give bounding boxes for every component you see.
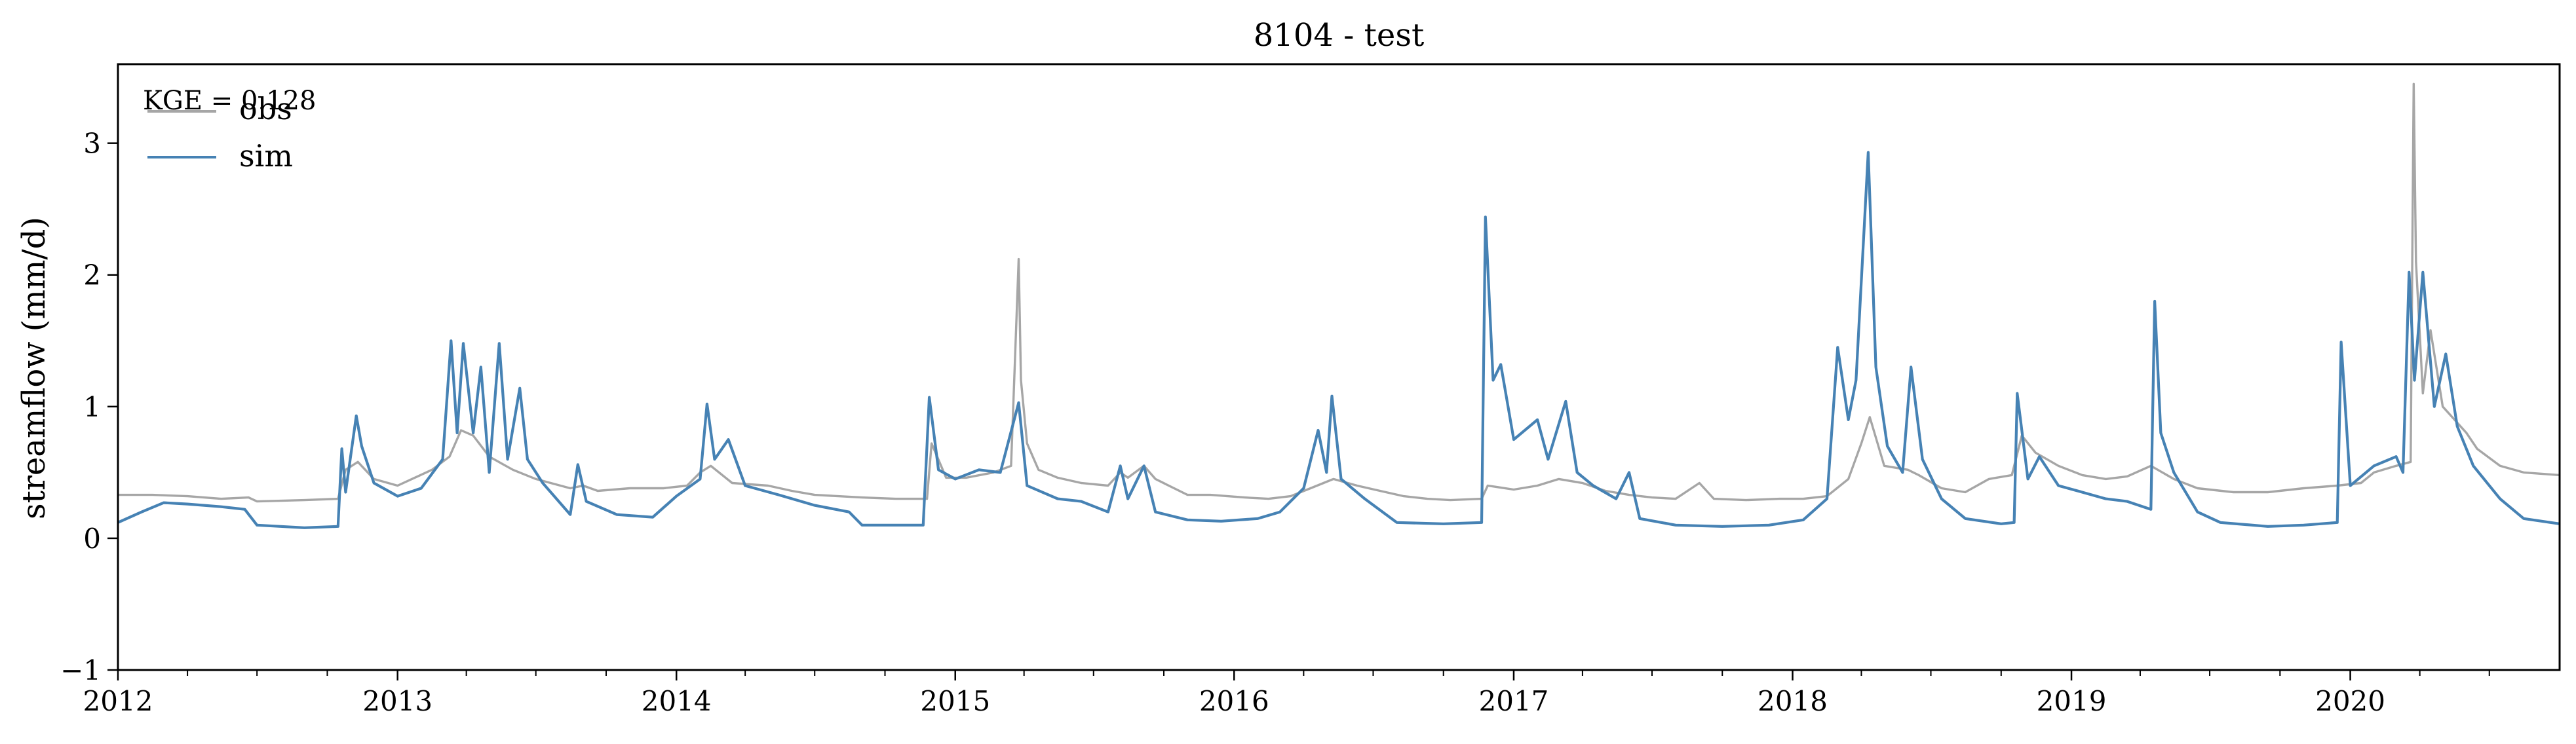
x-tick-label: 2015 — [920, 685, 990, 717]
x-tick-label: 2019 — [2037, 685, 2107, 717]
y-tick-label: 0 — [83, 523, 101, 555]
series-line-sim — [117, 151, 2560, 529]
x-tick-label: 2012 — [83, 685, 153, 717]
series-layer — [117, 83, 2560, 529]
legend-label-sim: sim — [239, 138, 293, 174]
legend-label-obs: obs — [239, 91, 292, 126]
x-tick-label: 2016 — [1199, 685, 1269, 717]
y-tick-label: 2 — [83, 259, 101, 291]
kge-annotation: KGE = 0.128 — [143, 86, 317, 116]
y-tick-label: 3 — [83, 128, 101, 160]
chart-title: 8104 - test — [1254, 17, 1425, 54]
y-axis-label: streamflow (mm/d) — [16, 217, 52, 519]
x-tick-label: 2017 — [1479, 685, 1549, 717]
x-tick-label: 2020 — [2315, 685, 2385, 717]
series-line-obs — [118, 83, 2560, 503]
x-tick-label: 2014 — [642, 685, 712, 717]
y-tick-label: −1 — [60, 654, 101, 686]
y-tick-label: 1 — [83, 391, 101, 423]
x-axis: 2012 2013 2014 2015 2016 2017 2018 2019 2020 — [83, 670, 2490, 717]
legend: obs sim — [147, 91, 293, 174]
plot-frame — [117, 63, 2561, 671]
x-tick-label: 2018 — [1758, 685, 1828, 717]
y-axis: −1 0 1 2 3 — [60, 128, 118, 686]
x-tick-label: 2013 — [362, 685, 433, 717]
